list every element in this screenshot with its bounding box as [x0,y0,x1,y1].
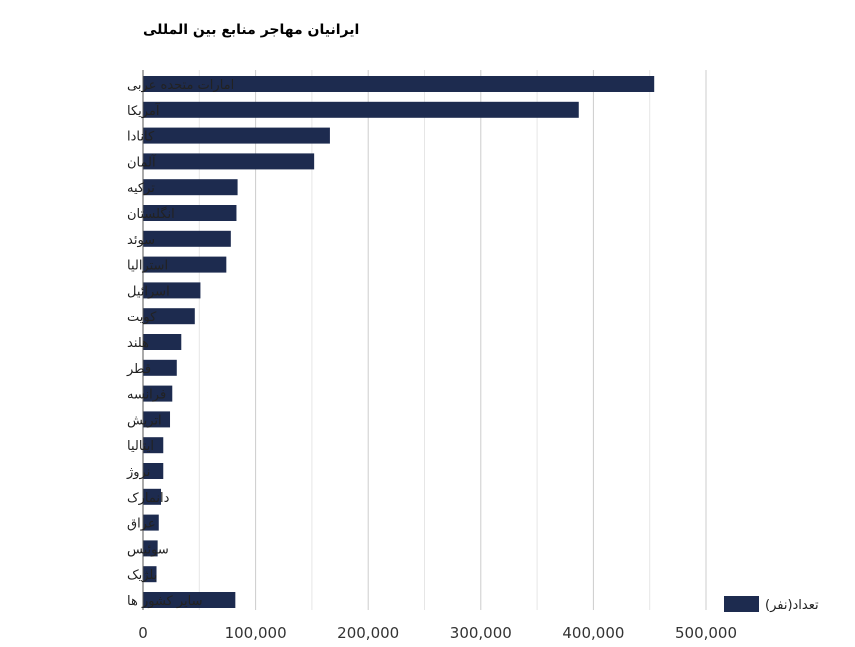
category-label: کانادا [127,130,155,145]
category-label: سایر کشور ها [127,594,203,609]
bar [143,230,231,247]
gridlines [198,70,707,610]
bars [143,76,655,608]
x-tick-label: 400,000 [562,624,624,642]
bar [143,76,655,92]
bar [143,514,159,531]
category-label: آلمان [127,153,157,170]
bar [143,153,315,170]
category-label: امارات متحده عربی [127,78,234,93]
x-tick-labels: 0 100,000 200,000 300,000 400,000 500,000 [138,624,737,642]
bar [143,256,227,273]
category-label: بلژیک [127,568,157,583]
x-tick-label: 0 [138,624,148,642]
category-label: قطر [126,362,151,377]
category-label: اسرائیل [127,284,170,299]
category-label: دانمارک [127,491,170,506]
category-label: انگلستان [127,206,175,222]
category-label: سوئد [127,233,155,248]
bar [143,488,162,505]
x-tick-label: 500,000 [675,624,737,642]
legend-label: تعداد(نفر) [765,598,819,613]
chart-title: ایرانیان مهاجر منابع بین المللی [143,22,360,38]
legend: تعداد(نفر) [724,596,819,613]
bar [143,385,173,402]
category-label: کویت [127,310,157,325]
category-labels: امارات متحده عربی آمریکا کانادا آلمان ترکیه ا… [126,78,234,609]
bar [143,592,236,608]
category-label: اتریش [127,413,162,428]
x-tick-label: 200,000 [337,624,399,642]
bar [143,540,158,557]
bar [143,437,164,454]
bar [143,411,171,428]
bar [143,566,157,583]
category-label: هلند [127,336,149,351]
bar [143,179,238,196]
bar [143,334,182,350]
x-tick-label: 100,000 [225,624,287,642]
bar [143,463,164,479]
category-label: ایتالیا [127,439,154,454]
category-label: استرالیا [127,259,168,274]
category-label: ترکیه [127,181,155,196]
category-label: فرانسه [127,388,166,403]
bar [143,359,177,376]
category-label: نروژ [126,465,150,480]
category-label: آمریکا [127,102,161,119]
category-label: عراق [127,517,156,532]
x-tick-label: 300,000 [450,624,512,642]
bar [143,127,330,144]
category-label: سوئیس [127,542,169,557]
bar [143,101,579,118]
bar [143,308,195,325]
bar [143,205,237,221]
legend-swatch [724,596,759,612]
bar [143,282,201,299]
